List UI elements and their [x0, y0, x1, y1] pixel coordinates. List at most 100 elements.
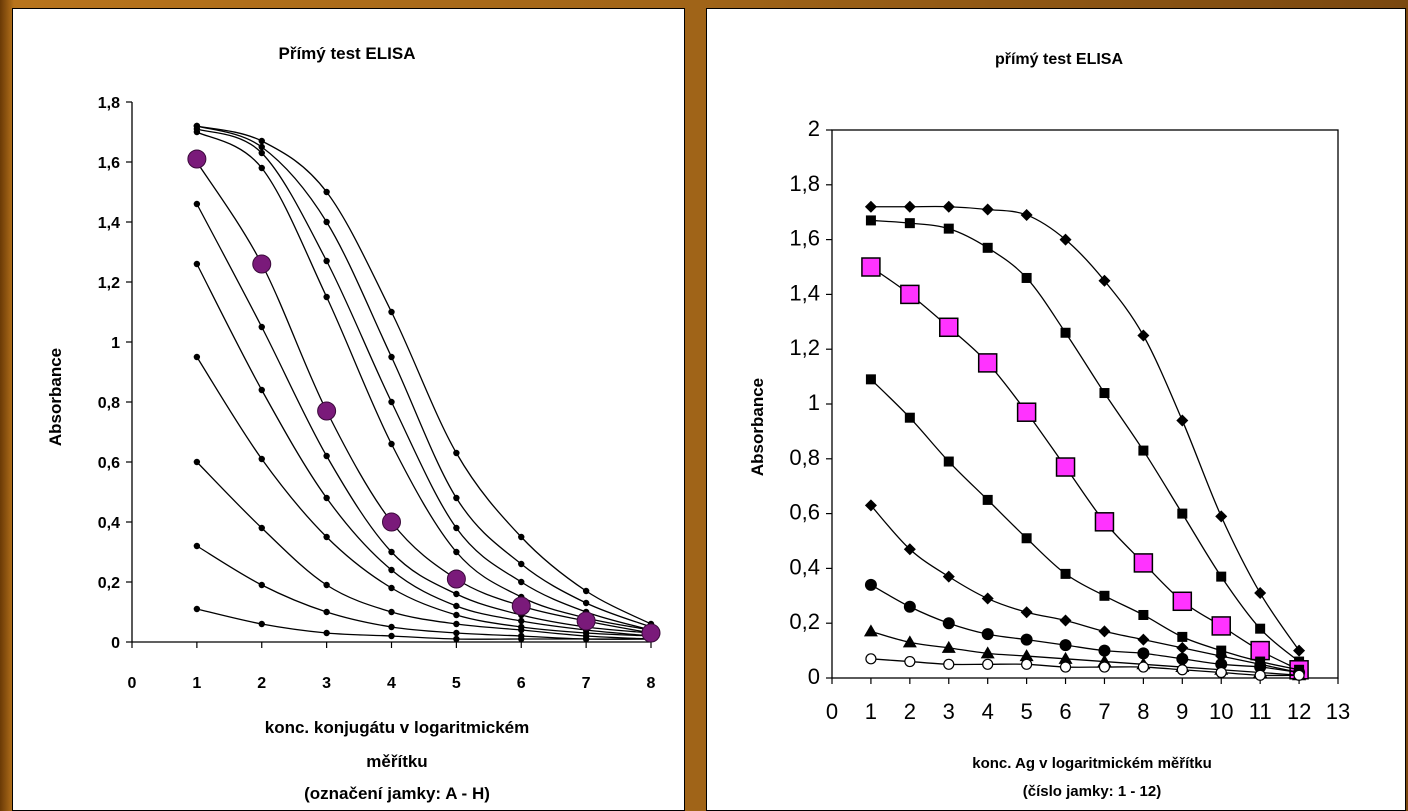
highlight-point [641, 623, 661, 643]
series-11-point [518, 635, 525, 643]
series-8-point [453, 611, 460, 619]
x-tick-label: 13 [1326, 699, 1350, 724]
right-chart: přímý test ELISA Absorbance 0 0,2 0,4 0,6 0,… [748, 51, 1350, 800]
x-tick-label: 4 [387, 675, 396, 692]
series-4-point [193, 128, 201, 136]
series-3-point [1055, 457, 1076, 477]
series-3-point [1211, 616, 1231, 636]
series-7-point [453, 602, 460, 610]
highlight-point [576, 611, 596, 631]
series-1-point [864, 200, 877, 213]
left-chart: Přímý test ELISA Absorbance 0 0,2 0,4 0,6 0,… [46, 44, 661, 803]
series-2-point [1177, 508, 1188, 519]
series-3-point [900, 284, 920, 305]
series-9-point [258, 524, 265, 532]
series-3-point [518, 578, 525, 586]
series-6-point [193, 200, 201, 208]
y-axis-label: Absorbance [46, 348, 65, 446]
x-tick-label: 6 [1059, 699, 1071, 724]
x-tick-label: 7 [1098, 699, 1110, 724]
series-1-point [1176, 414, 1189, 427]
series-7-point [1019, 649, 1034, 662]
y-tick-label: 0,2 [789, 609, 820, 634]
y-tick-label: 0,8 [98, 395, 120, 412]
series-6-point [1020, 633, 1033, 646]
x-axis-label-line-3: (označení jamky: A - H) [304, 784, 490, 803]
x-tick-label: 7 [582, 675, 591, 692]
highlight-point [446, 569, 466, 589]
x-tick-label: 8 [647, 675, 656, 692]
series-6-point [942, 617, 955, 630]
series-8-point [1215, 666, 1227, 679]
series-5-point [1059, 614, 1072, 627]
series-5-point [1137, 633, 1150, 646]
series-8-point [258, 455, 265, 463]
series-2-point [865, 215, 876, 226]
series-1-point [518, 533, 525, 541]
highlight-point [511, 596, 531, 616]
series-2-point [323, 218, 330, 226]
y-tick-label: 0 [808, 664, 820, 689]
series-3-point [258, 149, 265, 157]
y-tick-label: 0,6 [789, 500, 820, 525]
left-chart-panel: Přímý test ELISA Absorbance 0 0,2 0,4 0,6 0,… [12, 8, 685, 811]
series-3-point [388, 398, 395, 406]
series-4-point [388, 440, 395, 448]
x-tick-label: 5 [1020, 699, 1032, 724]
x-tick-label: 1 [865, 699, 877, 724]
y-axis-label: Absorbance [748, 378, 767, 476]
series-5-point [864, 499, 877, 512]
x-tick-label: 2 [257, 675, 266, 692]
series-4-point [982, 494, 993, 505]
highlight-point [382, 512, 401, 532]
series-3-point [861, 257, 881, 277]
series-8-point [1021, 658, 1033, 670]
series-4-point [1021, 533, 1032, 544]
series-line-8 [870, 658, 1300, 677]
y-tick-label: 1,2 [98, 275, 120, 292]
series-3-point [1094, 512, 1115, 532]
series-2-point [258, 143, 265, 151]
series-9-point [323, 581, 330, 589]
y-tick-label: 1 [111, 335, 120, 352]
series-6-point [323, 452, 330, 460]
series-11-point [582, 635, 590, 643]
x-tick-label: 5 [452, 675, 461, 692]
series-2-point [1255, 623, 1266, 634]
series-2-point [1021, 272, 1032, 283]
series-8-point [1254, 669, 1266, 681]
series-4-point [1177, 631, 1188, 642]
x-tick-label: 4 [982, 699, 994, 724]
series-1-point [1137, 329, 1150, 342]
series-3-point [1133, 553, 1154, 573]
x-tick-label: 2 [904, 699, 916, 724]
series-8-point [1059, 661, 1072, 673]
series-8-point [943, 658, 955, 670]
series-6-point [1176, 652, 1189, 665]
series-9-point [453, 620, 460, 628]
series-5-point [1020, 606, 1033, 619]
x-tick-label: 3 [943, 699, 955, 724]
chart-title: přímý test ELISA [995, 51, 1123, 68]
series-6-point [453, 590, 460, 598]
series-1-point [388, 308, 395, 316]
series-line-2 [870, 219, 1300, 663]
series-1-point [1254, 587, 1267, 600]
series-11-point [388, 632, 395, 640]
series-2-point [582, 599, 590, 607]
series-1-point [942, 200, 955, 213]
series-4-point [323, 293, 330, 301]
series-7-point [980, 646, 995, 659]
series-4-point [1060, 568, 1071, 579]
series-line-3 [870, 266, 1300, 671]
series-8-point [1098, 661, 1111, 673]
series-4-point [453, 548, 460, 556]
series-8-point [1137, 661, 1149, 673]
series-7-point [388, 566, 395, 574]
y-tick-label: 0,2 [98, 575, 120, 592]
series-2-point [1138, 445, 1149, 456]
series-1-point [1215, 510, 1228, 523]
series-4-point [943, 456, 954, 467]
y-tick-label: 0,6 [98, 455, 120, 472]
x-axis-label-line-1: konc. Ag v logaritmickém měřítku [972, 755, 1212, 772]
